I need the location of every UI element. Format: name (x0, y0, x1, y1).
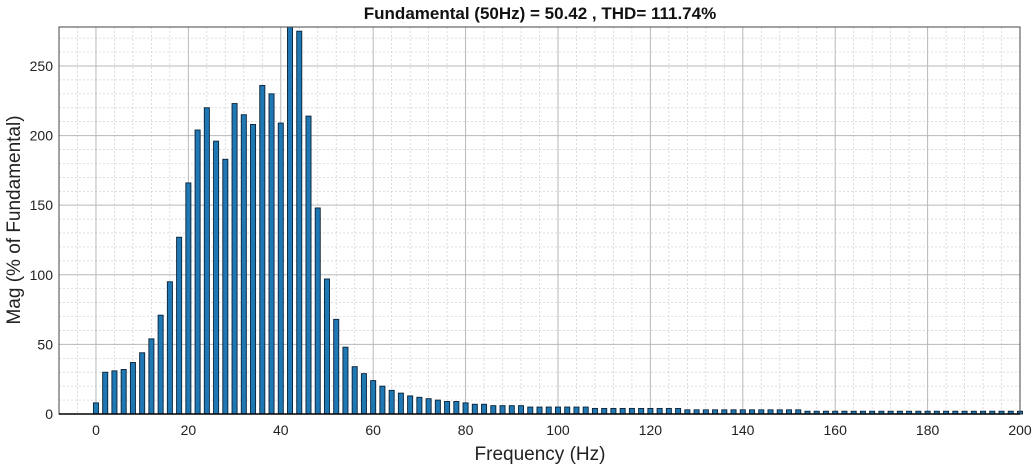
bar (360, 373, 367, 415)
bar (462, 402, 469, 415)
y-tick-label: 100 (30, 267, 54, 283)
bar (250, 123, 257, 415)
bar (222, 158, 229, 415)
bar (305, 115, 312, 415)
bar (333, 318, 340, 415)
bar (314, 207, 321, 415)
bar (166, 281, 173, 415)
bar (536, 406, 543, 415)
x-tick-label: 160 (824, 422, 848, 438)
bar (527, 406, 534, 415)
y-tick-labels: 0 50 100 150 200 250 (30, 58, 54, 422)
bar (342, 346, 349, 415)
bar (628, 407, 635, 415)
y-tick-label: 0 (45, 406, 53, 422)
bar (240, 114, 247, 415)
bar (481, 403, 488, 415)
bar (499, 405, 506, 415)
y-tick-label: 250 (30, 58, 54, 74)
bar (111, 370, 118, 415)
bar (397, 392, 404, 415)
bar (573, 406, 580, 415)
bar (323, 278, 330, 415)
x-tick-label: 200 (1008, 422, 1032, 438)
bar (370, 380, 377, 415)
bar (619, 407, 626, 415)
bar (157, 314, 164, 415)
x-tick-label: 80 (458, 422, 474, 438)
bar (277, 122, 284, 415)
x-tick-label: 0 (92, 422, 100, 438)
bar (102, 371, 109, 415)
bar (554, 406, 561, 415)
bar (379, 385, 386, 415)
bar (490, 405, 497, 415)
bar (508, 405, 515, 415)
bar (148, 338, 155, 415)
x-tick-label: 140 (731, 422, 755, 438)
bar (647, 407, 654, 415)
y-tick-label: 50 (37, 336, 53, 352)
bar (268, 93, 275, 415)
bar (92, 402, 99, 415)
bar (665, 407, 672, 415)
y-axis-label: Mag (% of Fundamental) (4, 115, 25, 324)
bar (471, 403, 478, 415)
bar (388, 389, 395, 415)
bar (425, 398, 432, 415)
bar (407, 395, 414, 415)
bar (213, 140, 220, 415)
x-tick-label: 60 (365, 422, 381, 438)
bar (231, 103, 238, 415)
bar (185, 182, 192, 415)
x-tick-label: 180 (916, 422, 940, 438)
x-tick-labels: 0 20 40 60 80 100 120 140 160 180 200 (92, 422, 1032, 438)
bar (139, 352, 146, 415)
bar (176, 236, 183, 415)
bar (129, 362, 136, 415)
bar (416, 396, 423, 415)
bar (287, 26, 294, 415)
bar (434, 399, 441, 415)
bar (453, 401, 460, 415)
bar (675, 407, 682, 415)
bar (444, 401, 451, 415)
bar (194, 129, 201, 415)
grid (58, 27, 1021, 415)
bar (601, 407, 608, 415)
x-axis-label: Frequency (Hz) (475, 444, 606, 465)
bar (610, 407, 617, 415)
bar (638, 407, 645, 415)
x-tick-label: 120 (639, 422, 663, 438)
y-tick-label: 150 (30, 197, 54, 213)
y-tick-label: 200 (30, 128, 54, 144)
bar (120, 369, 127, 415)
bar (564, 406, 571, 415)
bar (296, 30, 303, 415)
bar (259, 85, 266, 415)
x-tick-label: 100 (546, 422, 570, 438)
bar (582, 406, 589, 415)
bar (203, 107, 210, 415)
x-tick-label: 40 (273, 422, 289, 438)
chart-title: Fundamental (50Hz) = 50.42 , THD= 111.74… (364, 4, 716, 23)
bar (545, 406, 552, 415)
bar (351, 366, 358, 415)
x-tick-label: 20 (181, 422, 197, 438)
bar (656, 407, 663, 415)
bar (591, 407, 598, 415)
bar (518, 405, 525, 415)
